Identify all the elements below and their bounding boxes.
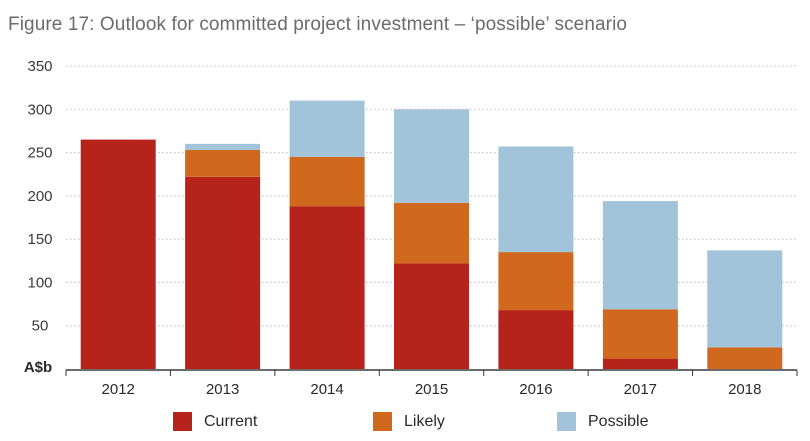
legend-swatch-current xyxy=(173,412,192,431)
legend-swatch-likely xyxy=(373,412,392,431)
y-axis-unit-label: A$b xyxy=(24,359,52,376)
legend-label-likely: Likely xyxy=(404,412,445,430)
x-tick-label-2013: 2013 xyxy=(206,381,239,398)
bar-current-2016 xyxy=(498,310,574,369)
legend-item-current: Current xyxy=(173,412,257,431)
y-tick-label-100: 100 xyxy=(27,274,52,291)
x-tick-label-2015: 2015 xyxy=(415,381,448,398)
bar-likely-2015 xyxy=(394,202,469,264)
bar-possible-2013 xyxy=(185,143,261,150)
bar-current-2015 xyxy=(394,263,469,369)
bar-likely-2017 xyxy=(602,309,678,359)
y-tick-label-350: 350 xyxy=(27,58,52,75)
bar-current-2013 xyxy=(185,176,261,369)
x-tick-label-2014: 2014 xyxy=(310,381,343,398)
y-axis: 50 100 150 200 250 300 350 A$b xyxy=(24,58,53,376)
x-tick-label-2016: 2016 xyxy=(519,381,552,398)
y-tick-label-50: 50 xyxy=(32,318,49,335)
legend-swatch-possible xyxy=(557,412,576,431)
legend-item-likely: Likely xyxy=(373,412,445,431)
bar-likely-2018 xyxy=(707,347,783,369)
bar-possible-2018 xyxy=(707,250,783,348)
bar-possible-2017 xyxy=(602,201,678,310)
x-tick-label-2017: 2017 xyxy=(624,381,657,398)
chart-title: Figure 17: Outlook for committed project… xyxy=(8,14,628,35)
legend-label-possible: Possible xyxy=(588,412,649,430)
x-axis: 2012 2013 2014 2015 2016 2017 2018 xyxy=(65,369,798,398)
y-tick-label-300: 300 xyxy=(27,101,52,118)
bar-possible-2015 xyxy=(394,109,469,203)
legend-item-possible: Possible xyxy=(557,412,648,431)
bars xyxy=(80,100,783,369)
y-tick-label-150: 150 xyxy=(27,231,52,248)
bar-current-2017 xyxy=(602,358,678,369)
bar-current-2012 xyxy=(80,139,156,369)
x-tick-label-2018: 2018 xyxy=(728,381,761,398)
bar-possible-2016 xyxy=(498,146,574,253)
x-tick-label-2012: 2012 xyxy=(102,381,135,398)
y-tick-label-200: 200 xyxy=(27,188,52,205)
bar-likely-2014 xyxy=(289,156,365,207)
bar-possible-2014 xyxy=(289,100,365,157)
bar-likely-2013 xyxy=(185,150,261,177)
bar-current-2014 xyxy=(289,206,365,369)
legend: Current Likely Possible xyxy=(0,412,810,436)
bar-likely-2016 xyxy=(498,252,574,311)
legend-label-current: Current xyxy=(204,412,258,430)
y-tick-label-250: 250 xyxy=(27,145,52,162)
